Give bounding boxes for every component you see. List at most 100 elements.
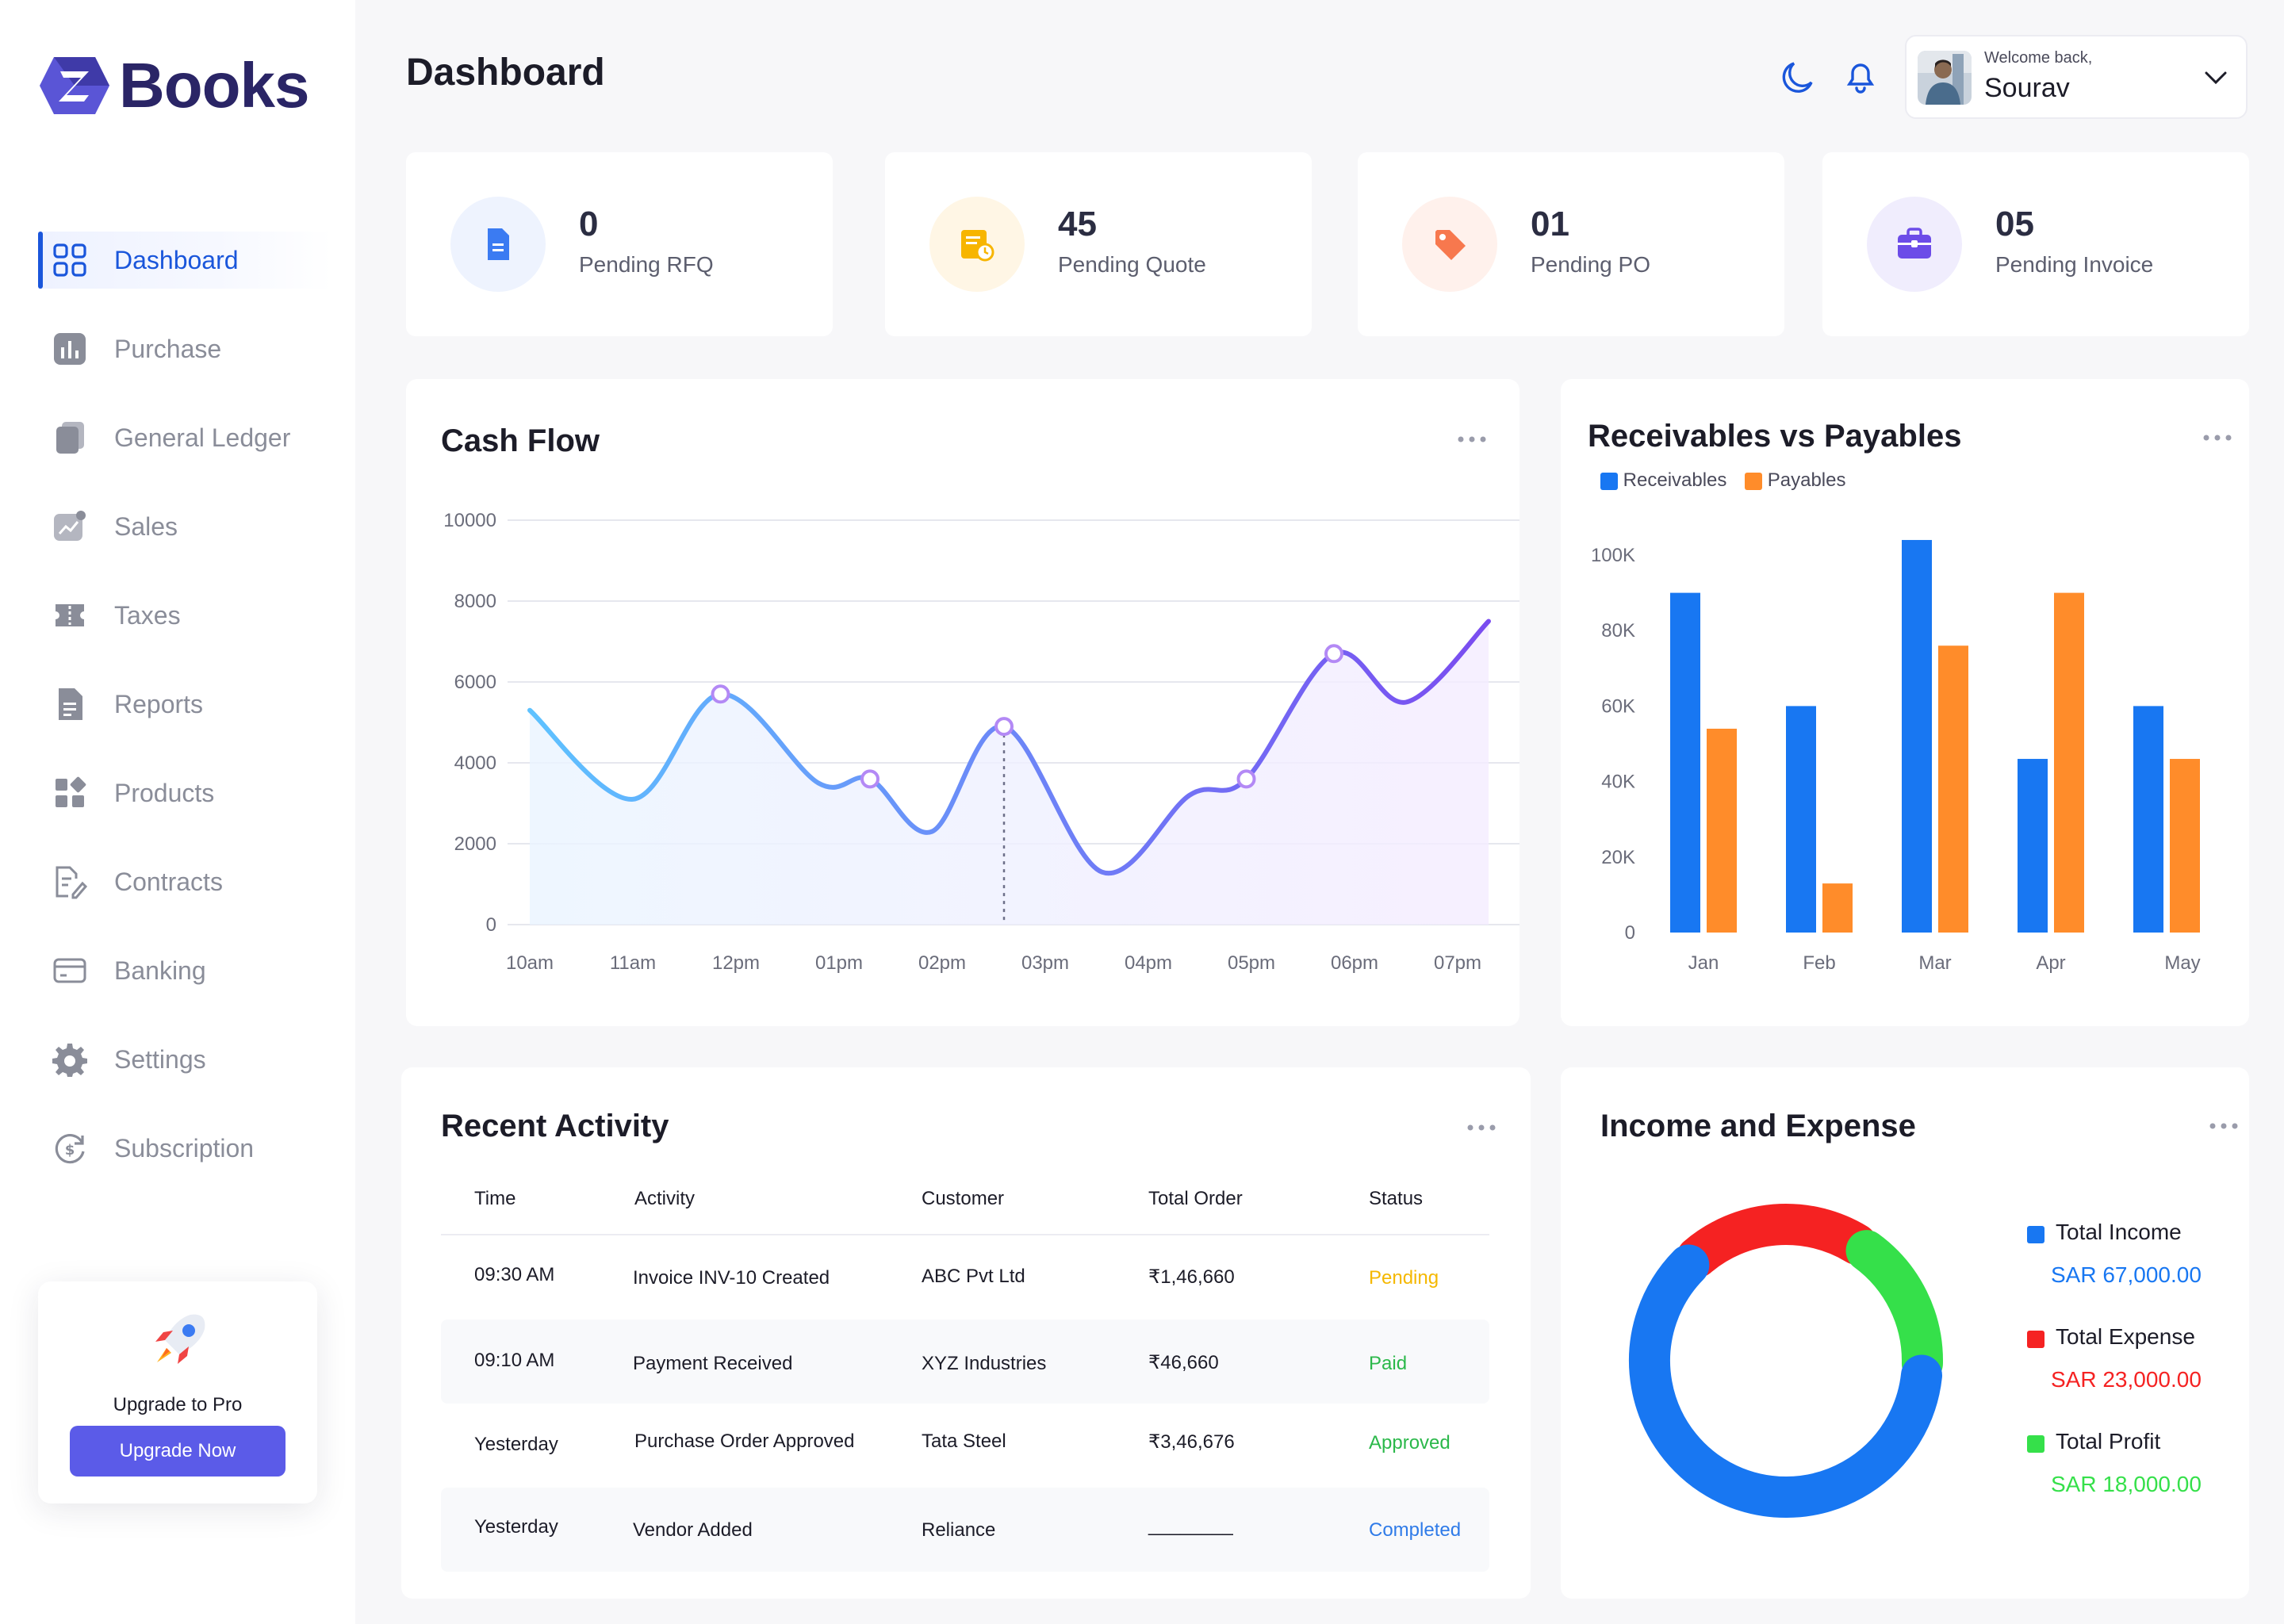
contract-icon (56, 866, 87, 899)
legend-swatch (2027, 1435, 2044, 1453)
more-options-icon[interactable] (1466, 1123, 1497, 1132)
column-header: Status (1369, 1188, 1424, 1209)
income-expense-panel: Income and Expense Total Income SAR 67,0… (1561, 1067, 2249, 1599)
stat-icon-circle (450, 197, 546, 292)
trend-icon (54, 511, 86, 541)
rocket-icon (155, 1314, 205, 1364)
app-logo[interactable]: Books (36, 49, 309, 122)
chart-legend: Receivables Payables (1600, 469, 1845, 492)
quote-clock-icon (961, 230, 994, 262)
avatar (1918, 51, 1972, 105)
row-total: ₹1,46,660 (1148, 1266, 1235, 1288)
briefcase-icon (1898, 228, 1931, 259)
bell-icon[interactable] (1841, 57, 1880, 95)
legend-swatch (2027, 1226, 2044, 1243)
chevron-down-icon[interactable] (2200, 62, 2232, 94)
sidebar-item-label: Reports (114, 689, 204, 718)
sidebar-item-settings[interactable]: Settings (0, 1031, 355, 1088)
upgrade-now-button[interactable]: Upgrade Now (70, 1426, 286, 1477)
stat-card-pending-invoice[interactable]: 05 Pending Invoice (1822, 152, 2249, 336)
income-expense-title: Income and Expense (1600, 1109, 1916, 1143)
legend-label: Total Profit (2056, 1429, 2161, 1454)
column-header: Activity (634, 1188, 696, 1209)
row-total: ₹3,46,676 (1148, 1431, 1235, 1453)
receivables-panel: Receivables vs Payables Receivables Paya… (1561, 379, 2249, 1026)
sidebar-item-taxes[interactable]: Taxes (0, 587, 355, 644)
row-time: Yesterday (474, 1434, 558, 1455)
sidebar-item-label: General Ledger (114, 423, 291, 452)
sidebar-item-products[interactable]: Products (0, 764, 355, 822)
sidebar-item-label: Subscription (114, 1133, 255, 1162)
column-header: Total Order (1148, 1188, 1243, 1209)
stat-card-pending-rfq[interactable]: 0 Pending RFQ (406, 152, 833, 336)
more-options-icon[interactable] (2202, 433, 2233, 442)
sidebar-item-purchase[interactable]: Purchase (0, 320, 355, 377)
moon-icon[interactable] (1778, 59, 1816, 97)
sidebar-item-label: Banking (114, 956, 206, 985)
table-row[interactable]: 09:10 AM Payment Received XYZ Industries… (441, 1320, 1489, 1404)
report-icon (59, 688, 82, 720)
stat-label: Pending Invoice (1995, 252, 2154, 277)
stat-icon-circle (929, 197, 1025, 292)
recent-activity-title: Recent Activity (441, 1109, 669, 1143)
status-badge: Pending (1369, 1267, 1439, 1289)
legend-value: SAR 67,000.00 (2051, 1262, 2202, 1287)
logo-text: Books (119, 50, 309, 121)
row-time: Yesterday (474, 1516, 558, 1538)
sidebar-item-contracts[interactable]: Contracts (0, 853, 355, 910)
legend-value: SAR 23,000.00 (2051, 1367, 2202, 1392)
sidebar-item-general-ledger[interactable]: General Ledger (0, 409, 355, 466)
stat-value: 01 (1531, 205, 1569, 243)
table-row[interactable]: Yesterday Vendor Added Reliance ________… (441, 1488, 1489, 1572)
sidebar-item-banking[interactable]: Banking (0, 942, 355, 999)
document-icon (488, 228, 509, 260)
logo-mark-icon (40, 57, 109, 114)
stat-value: 05 (1995, 205, 2034, 243)
user-menu[interactable]: Welcome back, Sourav (1905, 35, 2248, 119)
legend-swatch (2027, 1331, 2044, 1348)
stat-card-pending-po[interactable]: 01 Pending PO (1358, 152, 1784, 336)
ledger-icon (56, 422, 84, 454)
column-header: Time (474, 1188, 516, 1209)
legend-label: Total Expense (2056, 1324, 2195, 1349)
page-title: Dashboard (406, 52, 605, 94)
sidebar-nav: Dashboard Purchase General Ledger Sales (0, 232, 355, 1208)
products-icon (56, 776, 86, 807)
row-time: 09:10 AM (474, 1350, 555, 1371)
stat-label: Pending RFQ (579, 252, 714, 277)
row-customer: ABC Pvt Ltd (922, 1266, 1025, 1287)
sidebar-item-reports[interactable]: Reports (0, 676, 355, 733)
table-row[interactable]: Yesterday Purchase Order Approved Tata S… (441, 1404, 1489, 1488)
cash-flow-panel: Cash Flow (406, 379, 1519, 1026)
status-badge: Paid (1369, 1353, 1408, 1374)
stat-value: 45 (1058, 205, 1097, 243)
row-activity: Invoice INV-10 Created (633, 1267, 830, 1289)
legend-value: SAR 18,000.00 (2051, 1472, 2202, 1496)
ticket-icon (56, 604, 84, 626)
upgrade-card: Upgrade to Pro Upgrade Now (38, 1281, 317, 1503)
row-activity: Vendor Added (633, 1519, 753, 1541)
subscription-icon: $ (55, 1134, 85, 1164)
sidebar-item-label: Products (114, 778, 215, 807)
sidebar: Books Dashboard Purchase General Ledger (0, 0, 355, 1624)
more-options-icon[interactable] (2208, 1121, 2240, 1131)
sidebar-item-subscription[interactable]: $ Subscription (0, 1120, 355, 1177)
status-badge: Completed (1369, 1519, 1462, 1541)
more-options-icon[interactable] (1456, 435, 1488, 444)
activity-table: Time Activity Customer Total Order Statu… (441, 1166, 1489, 1572)
legend-receivables: Receivables (1623, 469, 1727, 491)
sidebar-item-sales[interactable]: Sales (0, 498, 355, 555)
row-activity: Purchase Order Approved (634, 1431, 855, 1452)
row-customer: XYZ Industries (922, 1353, 1047, 1374)
sidebar-item-dashboard[interactable]: Dashboard (38, 232, 333, 289)
table-row[interactable]: 09:30 AM Invoice INV-10 Created ABC Pvt … (441, 1235, 1489, 1320)
stat-card-pending-quote[interactable]: 45 Pending Quote (885, 152, 1312, 336)
stat-icon-circle (1867, 197, 1962, 292)
sidebar-item-label: Dashboard (114, 245, 239, 274)
stat-label: Pending Quote (1058, 252, 1206, 277)
column-header: Customer (922, 1188, 1005, 1209)
tag-icon (1435, 230, 1466, 260)
stat-label: Pending PO (1531, 252, 1650, 277)
row-customer: Reliance (922, 1519, 996, 1541)
stat-value: 0 (579, 205, 599, 243)
